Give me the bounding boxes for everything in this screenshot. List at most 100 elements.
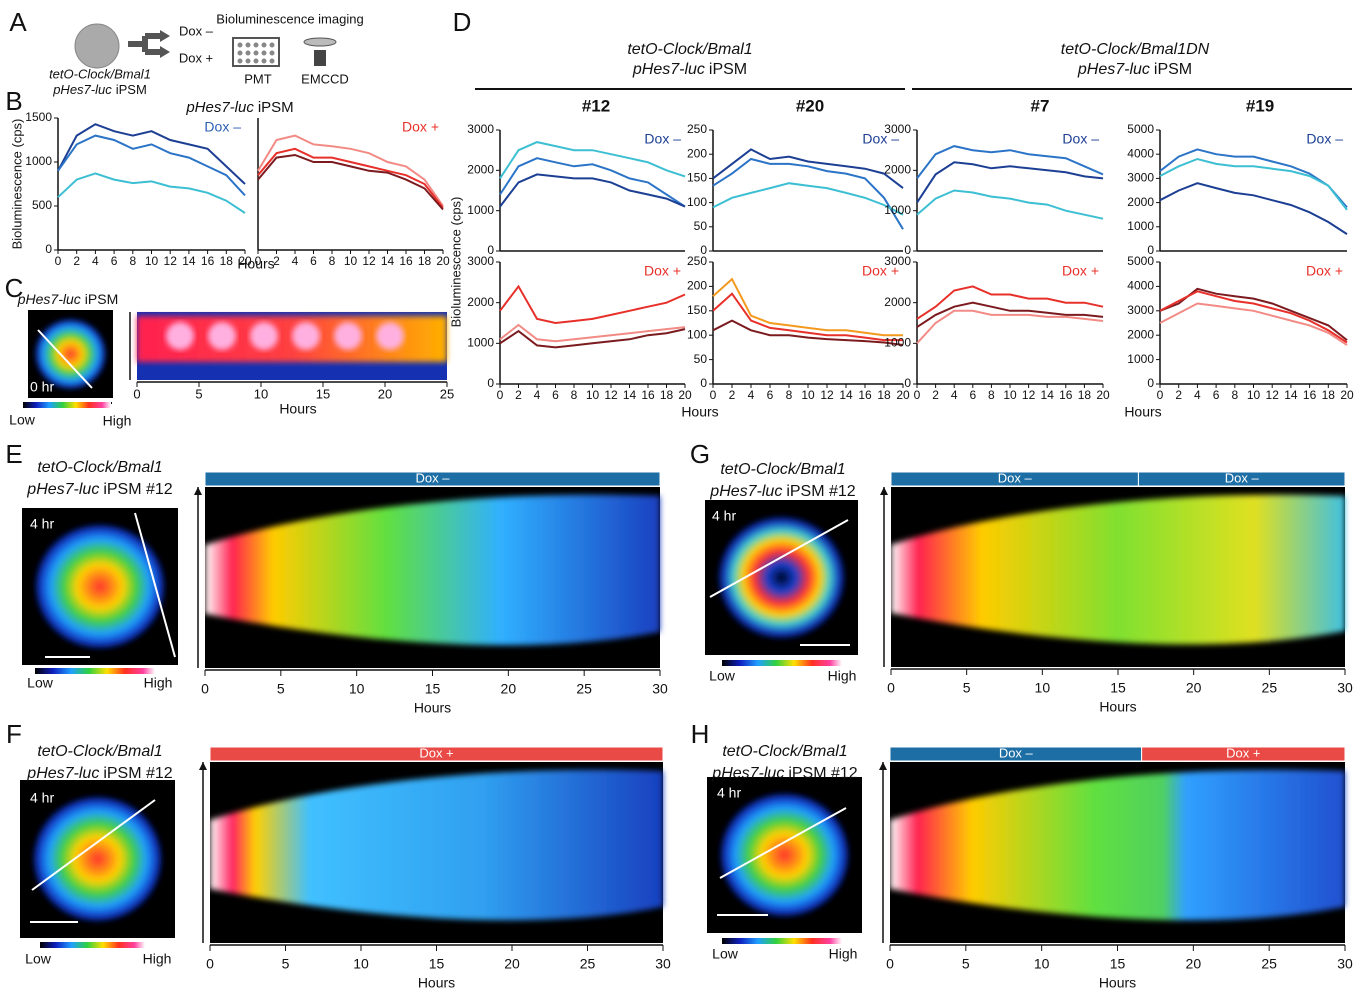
y-tick-label: 2000 [1127,195,1154,209]
x-tick-label: 18 [418,254,432,268]
x-axis-label: Hours [1099,699,1136,715]
group-title: tetO-Clock/Bmal1DN [1061,41,1210,58]
plain-part: iPSM #12 [103,765,172,782]
condition-label: Dox + [862,263,899,279]
colorbar-high: High [144,675,173,691]
x-axis-label: Hours [414,700,451,716]
condition-label: Dox + [1062,263,1099,279]
colorbar-high: High [828,668,857,684]
x-tick-label: 5 [963,680,971,696]
x-tick-label: 30 [1337,956,1353,972]
y-tick-label: 2000 [884,163,911,177]
x-tick-label: 20 [896,388,910,402]
italic-part: pHes7-luc [1077,61,1150,78]
plain-part: iPSM #12 [788,765,857,782]
y-tick-label: 3000 [467,122,494,136]
x-tick-label: 10 [1247,388,1261,402]
time-label: 4 hr [30,516,54,532]
sample-label: tetO-Clock/Bmal1 [37,743,162,760]
series-line [499,157,686,208]
x-tick-label: 6 [552,388,559,402]
panel-letter: A [9,7,27,37]
panel-letter: G [690,439,710,469]
series-line [712,277,903,337]
series-line [712,157,904,230]
kymograph-signal [890,769,1345,921]
y-tick-label: 250 [687,122,707,136]
y-tick-label: 0 [1147,243,1154,257]
condition-label: Dox – [204,119,241,135]
x-tick-label: 20 [501,681,517,697]
y-tick-label: 150 [687,171,707,185]
y-tick-label: 50 [694,352,708,366]
x-tick-label: 25 [1261,956,1277,972]
kymograph-blob [208,322,236,350]
y-axis-label: Bioluminescence (cps) [448,197,463,328]
x-tick-label: 20 [1186,680,1202,696]
condition-bar-label: Dox – [1225,470,1260,485]
y-tick-label: 100 [687,195,707,209]
y-tick-label: 200 [687,279,707,293]
italic-part: pHes7-luc [711,765,784,782]
x-tick-label: 16 [201,254,215,268]
x-tick-label: 12 [164,254,178,268]
y-tick-label: 1000 [884,336,911,350]
chart-title: pHes7-luc iPSM [17,291,118,307]
x-tick-label: 20 [678,388,692,402]
series-line [257,147,444,209]
y-tick-label: 1000 [25,154,52,168]
group-title: pHes7-luc iPSM [1077,61,1192,78]
x-tick-label: 0 [206,956,214,972]
plain-part: iPSM #12 [786,483,855,500]
series-line [712,148,904,189]
time-arrow-head [199,762,207,770]
x-tick-label: 14 [1041,388,1055,402]
x-tick-label: 15 [1110,956,1126,972]
x-tick-label: 0 [201,681,209,697]
italic-part: pHes7-luc [52,82,112,97]
series-line [1159,157,1348,211]
x-tick-label: 12 [1022,388,1036,402]
series-line [712,182,904,216]
y-tick-label: 1000 [467,336,494,350]
series-line [499,173,686,208]
series-line [916,301,1104,328]
x-tick-label: 4 [748,388,755,402]
time-label: 4 hr [717,785,741,801]
sample-label: pHes7-luc iPSM [52,82,147,97]
x-tick-label: 0 [497,388,504,402]
series-line [1159,182,1348,235]
kymograph-blob [376,322,404,350]
x-tick-label: 16 [858,388,872,402]
x-tick-label: 2 [729,388,736,402]
x-tick-label: 14 [1284,388,1298,402]
kymograph-blob [292,322,320,350]
series-line [1159,290,1348,344]
sample-label: tetO-Clock/Bmal1 [722,743,847,760]
y-tick-label: 0 [700,376,707,390]
x-tick-label: 6 [969,388,976,402]
x-tick-label: 5 [962,956,970,972]
x-tick-label: 15 [316,386,330,401]
series-line [499,284,686,325]
panel-letter: E [5,439,22,469]
x-tick-label: 5 [195,386,202,401]
condition-bar-label: Dox – [416,470,451,485]
x-axis-label: Hours [1099,975,1136,991]
y-tick-label: 4000 [1127,146,1154,160]
x-tick-label: 30 [652,681,668,697]
series-line [499,323,686,343]
condition-label: Dox – [1062,131,1099,147]
panel-letter: C [5,273,24,303]
y-tick-label: 3000 [1127,303,1154,317]
italic-part: pHes7-luc [632,61,705,78]
x-tick-label: 4 [951,388,958,402]
plain-part: iPSM [1154,61,1192,78]
condition-bar-label: Dox – [999,745,1034,760]
sample-label: tetO-Clock/Bmal1 [49,66,151,81]
x-tick-label: 25 [1262,680,1278,696]
y-tick-label: 250 [687,254,707,268]
time-arrow-head [879,762,887,770]
clone-label: #7 [1031,96,1050,115]
x-tick-label: 2 [273,254,280,268]
